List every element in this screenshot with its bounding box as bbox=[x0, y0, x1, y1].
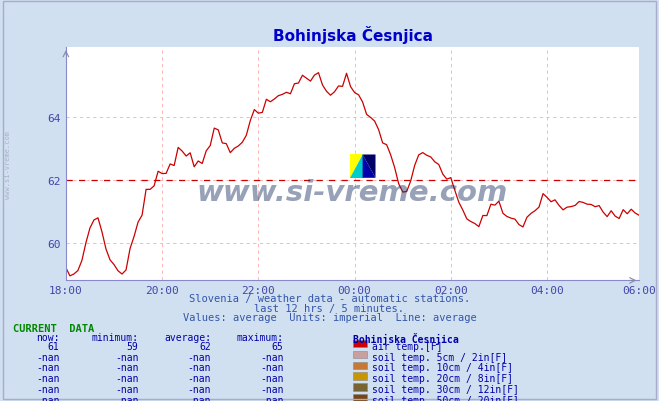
Title: Bohinjska Česnjica: Bohinjska Česnjica bbox=[273, 26, 432, 44]
Text: -nan: -nan bbox=[260, 395, 283, 401]
Text: -nan: -nan bbox=[36, 352, 59, 362]
Text: -nan: -nan bbox=[115, 373, 138, 383]
Text: -nan: -nan bbox=[260, 373, 283, 383]
Text: -nan: -nan bbox=[115, 352, 138, 362]
Text: soil temp. 20cm / 8in[F]: soil temp. 20cm / 8in[F] bbox=[372, 373, 513, 383]
Text: -nan: -nan bbox=[260, 384, 283, 394]
Text: -nan: -nan bbox=[36, 363, 59, 373]
Text: -nan: -nan bbox=[115, 395, 138, 401]
Polygon shape bbox=[362, 155, 376, 178]
Text: -nan: -nan bbox=[187, 384, 211, 394]
Text: -nan: -nan bbox=[260, 352, 283, 362]
Text: minimum:: minimum: bbox=[92, 332, 138, 342]
Text: -nan: -nan bbox=[187, 373, 211, 383]
Text: -nan: -nan bbox=[36, 395, 59, 401]
Text: -nan: -nan bbox=[187, 352, 211, 362]
Text: www.si-vreme.com: www.si-vreme.com bbox=[5, 130, 11, 198]
Text: soil temp. 50cm / 20in[F]: soil temp. 50cm / 20in[F] bbox=[372, 395, 519, 401]
Text: Slovenia / weather data - automatic stations.: Slovenia / weather data - automatic stat… bbox=[189, 294, 470, 304]
Text: CURRENT  DATA: CURRENT DATA bbox=[13, 323, 94, 333]
Text: soil temp. 10cm / 4in[F]: soil temp. 10cm / 4in[F] bbox=[372, 363, 513, 373]
Text: Values: average  Units: imperial  Line: average: Values: average Units: imperial Line: av… bbox=[183, 312, 476, 322]
Text: air temp.[F]: air temp.[F] bbox=[372, 341, 443, 351]
Text: now:: now: bbox=[36, 332, 59, 342]
Text: -nan: -nan bbox=[115, 363, 138, 373]
Text: -nan: -nan bbox=[260, 363, 283, 373]
Text: last 12 hrs / 5 minutes.: last 12 hrs / 5 minutes. bbox=[254, 303, 405, 313]
Text: maximum:: maximum: bbox=[237, 332, 283, 342]
Polygon shape bbox=[350, 155, 362, 178]
Text: Bohinjska Česnjica: Bohinjska Česnjica bbox=[353, 332, 458, 344]
Text: www.si-vreme.com: www.si-vreme.com bbox=[197, 178, 508, 206]
Text: -nan: -nan bbox=[36, 384, 59, 394]
Polygon shape bbox=[362, 155, 376, 178]
Text: 61: 61 bbox=[47, 341, 59, 351]
Text: -nan: -nan bbox=[36, 373, 59, 383]
Text: soil temp. 5cm / 2in[F]: soil temp. 5cm / 2in[F] bbox=[372, 352, 507, 362]
Polygon shape bbox=[350, 155, 362, 178]
Text: -nan: -nan bbox=[115, 384, 138, 394]
Text: soil temp. 30cm / 12in[F]: soil temp. 30cm / 12in[F] bbox=[372, 384, 519, 394]
Text: -nan: -nan bbox=[187, 363, 211, 373]
Text: average:: average: bbox=[164, 332, 211, 342]
Text: -nan: -nan bbox=[187, 395, 211, 401]
Text: 65: 65 bbox=[272, 341, 283, 351]
Text: 62: 62 bbox=[199, 341, 211, 351]
Text: 59: 59 bbox=[127, 341, 138, 351]
